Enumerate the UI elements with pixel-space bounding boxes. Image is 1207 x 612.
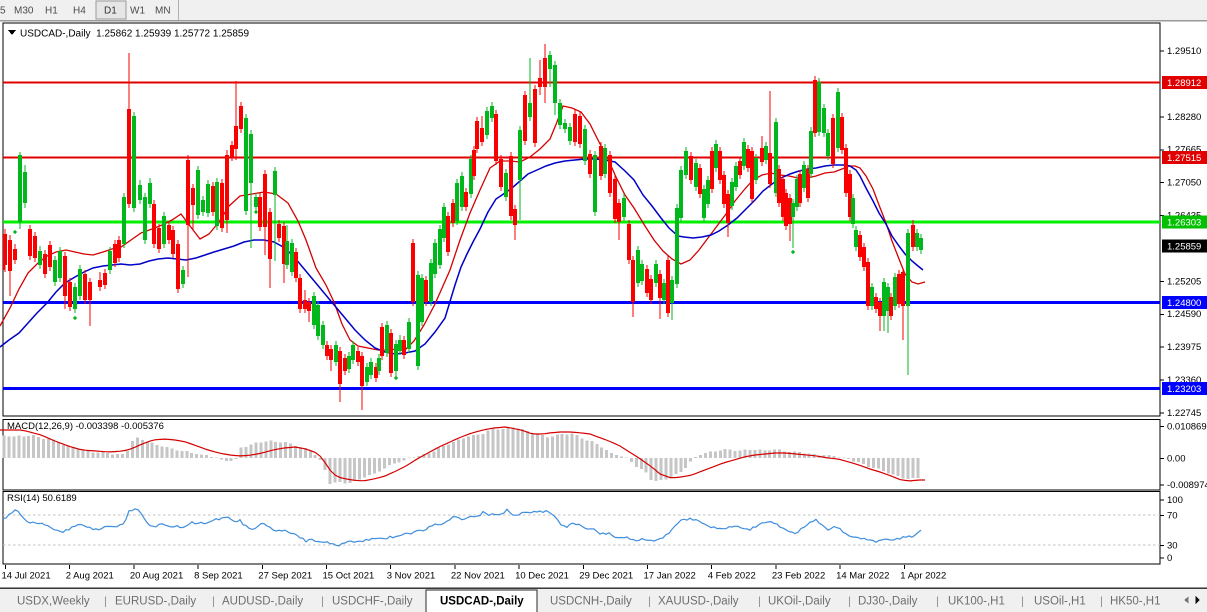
svg-text:2 Aug 2021: 2 Aug 2021 xyxy=(66,571,114,582)
svg-text:W1: W1 xyxy=(130,6,145,17)
svg-text:20 Aug 2021: 20 Aug 2021 xyxy=(130,571,183,582)
svg-text:D1: D1 xyxy=(104,6,117,17)
svg-text:USDCAD-,Daily 1.25862 1.25939: USDCAD-,Daily 1.25862 1.25939 1.25772 1.… xyxy=(20,29,249,40)
svg-text:30: 30 xyxy=(1167,540,1178,551)
svg-text:1.26303: 1.26303 xyxy=(1167,218,1201,229)
svg-text:14 Mar 2022: 14 Mar 2022 xyxy=(836,571,889,582)
svg-text:1.27050: 1.27050 xyxy=(1167,178,1201,189)
svg-text:1.25859: 1.25859 xyxy=(1167,242,1201,253)
svg-text:|: | xyxy=(936,596,939,608)
svg-text:17 Jan 2022: 17 Jan 2022 xyxy=(644,571,696,582)
svg-text:1.27515: 1.27515 xyxy=(1167,153,1201,164)
svg-text:XAUUSD-,Daily: XAUUSD-,Daily xyxy=(658,596,739,608)
svg-text:1.22745: 1.22745 xyxy=(1167,408,1201,419)
svg-text:EURUSD-,Daily: EURUSD-,Daily xyxy=(115,596,196,608)
svg-text:-0.008974: -0.008974 xyxy=(1167,480,1207,491)
svg-text:0.00: 0.00 xyxy=(1167,454,1186,465)
svg-text:|: | xyxy=(648,596,651,608)
svg-text:USDCNH-,Daily: USDCNH-,Daily xyxy=(550,596,632,608)
svg-text:|: | xyxy=(321,596,324,608)
svg-text:10 Dec 2021: 10 Dec 2021 xyxy=(515,571,569,582)
svg-text:|: | xyxy=(212,596,215,608)
svg-text:1.28912: 1.28912 xyxy=(1167,78,1201,89)
svg-text:1.24800: 1.24800 xyxy=(1167,298,1201,309)
svg-text:M30: M30 xyxy=(14,6,34,17)
svg-text:HK50-,H1: HK50-,H1 xyxy=(1110,596,1161,608)
svg-text:|: | xyxy=(848,596,851,608)
svg-text:H4: H4 xyxy=(73,6,86,17)
svg-text:USOil-,H1: USOil-,H1 xyxy=(1034,596,1086,608)
svg-text:|: | xyxy=(758,596,761,608)
svg-text:0.010869: 0.010869 xyxy=(1167,421,1207,432)
svg-text:1.24590: 1.24590 xyxy=(1167,309,1201,320)
svg-text:70: 70 xyxy=(1167,510,1178,521)
svg-text:UKOil-,Daily: UKOil-,Daily xyxy=(768,596,831,608)
svg-text:1.25205: 1.25205 xyxy=(1167,276,1201,287)
svg-text:4 Feb 2022: 4 Feb 2022 xyxy=(708,571,756,582)
svg-text:USDCAD-,Daily: USDCAD-,Daily xyxy=(440,596,524,608)
svg-text:23 Feb 2022: 23 Feb 2022 xyxy=(772,571,825,582)
svg-text:27 Sep 2021: 27 Sep 2021 xyxy=(258,571,312,582)
svg-text:|: | xyxy=(104,596,107,608)
svg-text:|: | xyxy=(1100,596,1103,608)
svg-text:1.23975: 1.23975 xyxy=(1167,342,1201,353)
svg-text:H1: H1 xyxy=(45,6,58,17)
svg-text:22 Nov 2021: 22 Nov 2021 xyxy=(451,571,505,582)
svg-text:DJ30-,Daily: DJ30-,Daily xyxy=(858,596,918,608)
svg-text:8 Sep 2021: 8 Sep 2021 xyxy=(194,571,243,582)
svg-text:1.23203: 1.23203 xyxy=(1167,384,1201,395)
svg-text:5: 5 xyxy=(0,6,6,17)
svg-text:RSI(14) 50.6189: RSI(14) 50.6189 xyxy=(7,493,77,504)
svg-text:AUDUSD-,Daily: AUDUSD-,Daily xyxy=(222,596,303,608)
svg-text:1.23360: 1.23360 xyxy=(1167,375,1201,386)
svg-text:UK100-,H1: UK100-,H1 xyxy=(948,596,1005,608)
svg-text:1.29510: 1.29510 xyxy=(1167,46,1201,57)
svg-text:USDCHF-,Daily: USDCHF-,Daily xyxy=(332,596,413,608)
svg-text:1 Apr 2022: 1 Apr 2022 xyxy=(900,571,946,582)
svg-text:MN: MN xyxy=(155,6,171,17)
svg-text:100: 100 xyxy=(1167,495,1183,506)
svg-text:1.27665: 1.27665 xyxy=(1167,145,1201,156)
svg-text:14 Jul 2021: 14 Jul 2021 xyxy=(2,571,51,582)
svg-text:USDX,Weekly: USDX,Weekly xyxy=(17,596,90,608)
svg-text:|: | xyxy=(1021,596,1024,608)
svg-text:29 Dec 2021: 29 Dec 2021 xyxy=(579,571,633,582)
svg-text:15 Oct 2021: 15 Oct 2021 xyxy=(323,571,375,582)
svg-text:MACD(12,26,9) -0.003398 -0.005: MACD(12,26,9) -0.003398 -0.005376 xyxy=(7,421,164,432)
svg-text:1.28280: 1.28280 xyxy=(1167,112,1201,123)
svg-text:0: 0 xyxy=(1167,553,1172,564)
svg-text:3 Nov 2021: 3 Nov 2021 xyxy=(387,571,436,582)
